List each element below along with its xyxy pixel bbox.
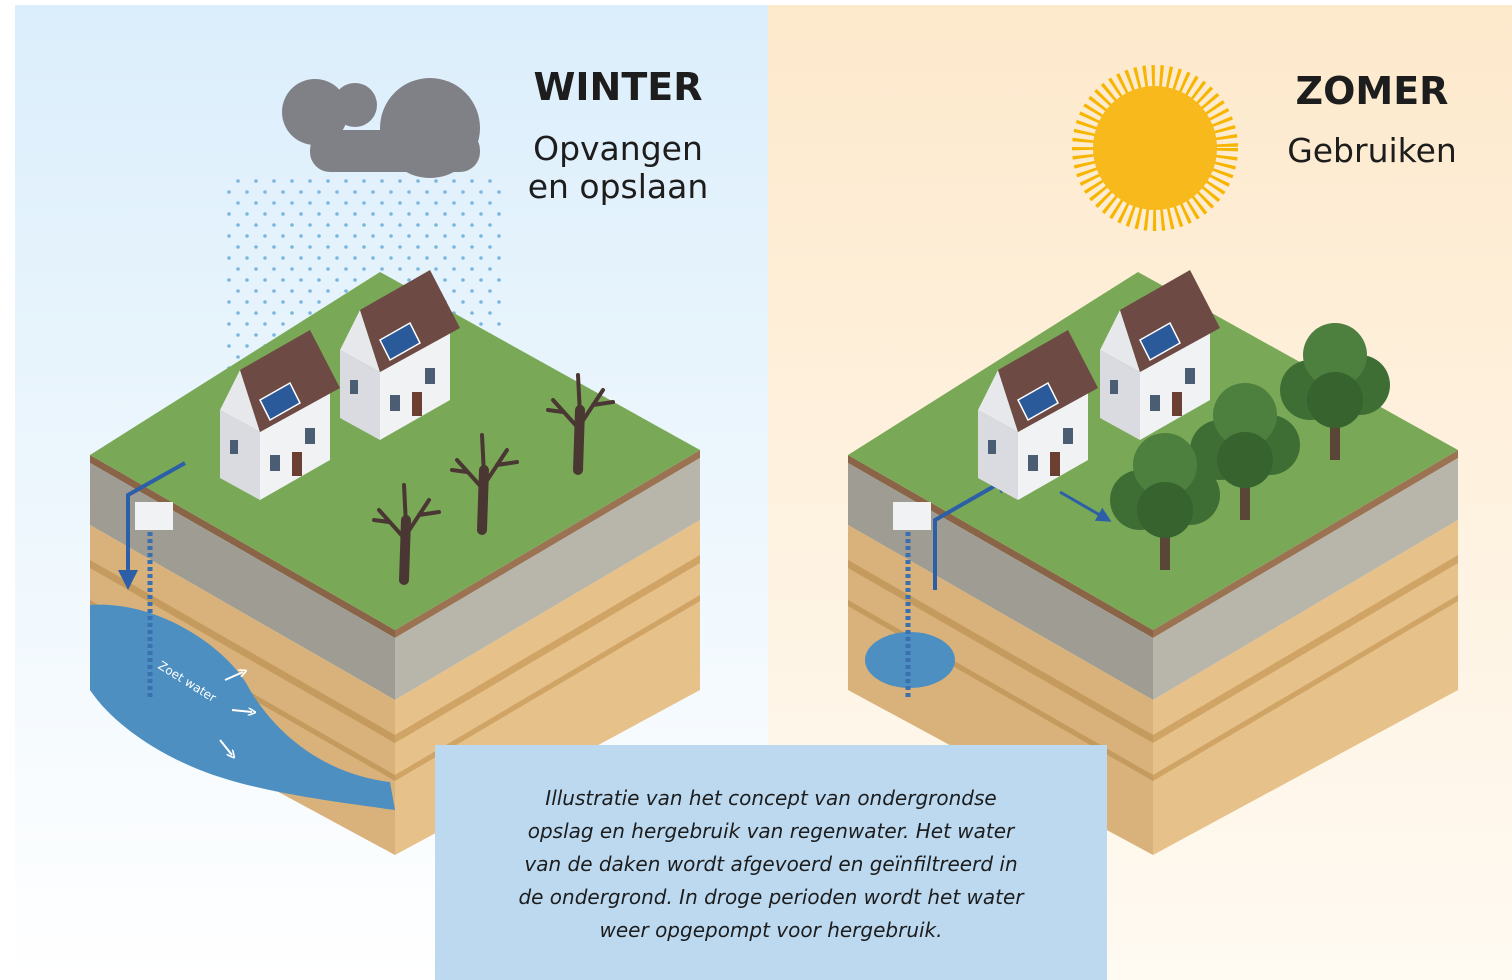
winter-title: WINTER bbox=[534, 65, 703, 109]
pump-unit bbox=[893, 502, 931, 530]
caption-line: de ondergrond. In droge perioden wordt h… bbox=[518, 885, 1025, 909]
cloud-part bbox=[310, 130, 480, 172]
page: Zoet water WINTER Opvangen en opslaan ZO… bbox=[0, 0, 1512, 980]
caption-line: opslag en hergebruik van regenwater. Het… bbox=[528, 819, 1016, 843]
caption-line: weer opgepompt voor hergebruik. bbox=[600, 918, 943, 942]
caption-line: Illustratie van het concept van ondergro… bbox=[545, 786, 996, 810]
infiltration-unit bbox=[135, 502, 173, 530]
caption-line: van de daken wordt afgevoerd en geïnfilt… bbox=[524, 852, 1017, 876]
sun bbox=[1093, 86, 1217, 210]
winter-subtitle: Opvangen bbox=[533, 129, 703, 168]
summer-title: ZOMER bbox=[1296, 69, 1449, 113]
winter-subtitle: en opslaan bbox=[528, 167, 709, 206]
summer-subtitle: Gebruiken bbox=[1287, 131, 1457, 170]
cloud-part bbox=[333, 83, 377, 127]
illustration: Zoet water WINTER Opvangen en opslaan ZO… bbox=[0, 0, 1512, 980]
